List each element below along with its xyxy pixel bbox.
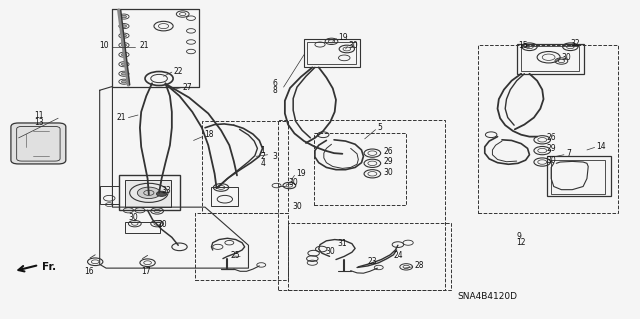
Text: 3: 3: [272, 152, 277, 161]
Circle shape: [122, 44, 127, 47]
Text: 32: 32: [570, 39, 580, 48]
Text: 15: 15: [518, 41, 527, 50]
Bar: [547, 156, 611, 196]
Text: 30: 30: [349, 41, 358, 50]
Text: 33: 33: [162, 186, 172, 195]
Text: 20: 20: [157, 220, 167, 229]
Bar: [195, 213, 288, 280]
Text: 22: 22: [173, 67, 182, 76]
Text: 14: 14: [596, 142, 605, 151]
Text: 30: 30: [547, 156, 556, 165]
Bar: [521, 47, 579, 71]
Text: 27: 27: [182, 83, 193, 92]
Circle shape: [157, 191, 167, 196]
Text: 13: 13: [34, 117, 44, 127]
Text: 21: 21: [140, 41, 149, 50]
Text: 30: 30: [292, 202, 302, 211]
Text: 30: 30: [325, 247, 335, 256]
FancyBboxPatch shape: [11, 123, 66, 164]
Bar: [551, 160, 605, 194]
Text: 24: 24: [394, 251, 403, 260]
Text: 26: 26: [547, 133, 556, 142]
Bar: [314, 133, 406, 204]
Text: SNA4B4120D: SNA4B4120D: [458, 292, 517, 301]
Circle shape: [138, 187, 161, 198]
Text: 16: 16: [84, 267, 93, 276]
Text: 8: 8: [272, 86, 277, 95]
Text: 25: 25: [230, 251, 240, 260]
Text: 30: 30: [561, 53, 571, 62]
Text: 30: 30: [384, 168, 394, 177]
Text: 12: 12: [516, 238, 526, 247]
Bar: [125, 180, 172, 206]
Text: 19: 19: [296, 169, 305, 178]
Text: 19: 19: [338, 33, 348, 42]
Text: 29: 29: [384, 157, 394, 166]
Bar: [125, 222, 161, 233]
Circle shape: [122, 34, 127, 37]
Bar: [202, 122, 288, 213]
Bar: [100, 187, 119, 204]
Bar: [304, 39, 360, 67]
Bar: [119, 175, 179, 210]
Bar: [278, 120, 445, 290]
Text: 30: 30: [129, 213, 138, 222]
Text: 31: 31: [338, 239, 348, 248]
Text: Fr.: Fr.: [42, 262, 56, 272]
Text: 28: 28: [415, 261, 424, 271]
Text: 23: 23: [368, 257, 378, 266]
Text: 6: 6: [272, 79, 277, 88]
Circle shape: [122, 80, 127, 83]
Text: 18: 18: [204, 130, 213, 139]
Text: 11: 11: [34, 111, 44, 120]
Text: 2: 2: [260, 152, 266, 161]
Circle shape: [122, 72, 127, 75]
Bar: [478, 45, 618, 213]
Text: 4: 4: [260, 159, 266, 168]
Text: 30: 30: [288, 178, 298, 187]
Text: 9: 9: [516, 232, 522, 241]
Circle shape: [122, 63, 127, 65]
Text: 17: 17: [141, 267, 151, 276]
Text: 7: 7: [566, 149, 571, 158]
Bar: [516, 44, 584, 74]
Circle shape: [122, 25, 127, 27]
Text: 29: 29: [547, 144, 556, 153]
Circle shape: [122, 15, 127, 18]
Bar: [307, 42, 356, 64]
Circle shape: [122, 53, 127, 56]
Text: 5: 5: [378, 123, 382, 132]
Bar: [211, 187, 238, 205]
Text: 26: 26: [384, 147, 394, 156]
Text: 1: 1: [260, 146, 266, 155]
Text: 10: 10: [100, 41, 109, 50]
Bar: [288, 223, 451, 290]
Text: 21: 21: [117, 113, 127, 122]
